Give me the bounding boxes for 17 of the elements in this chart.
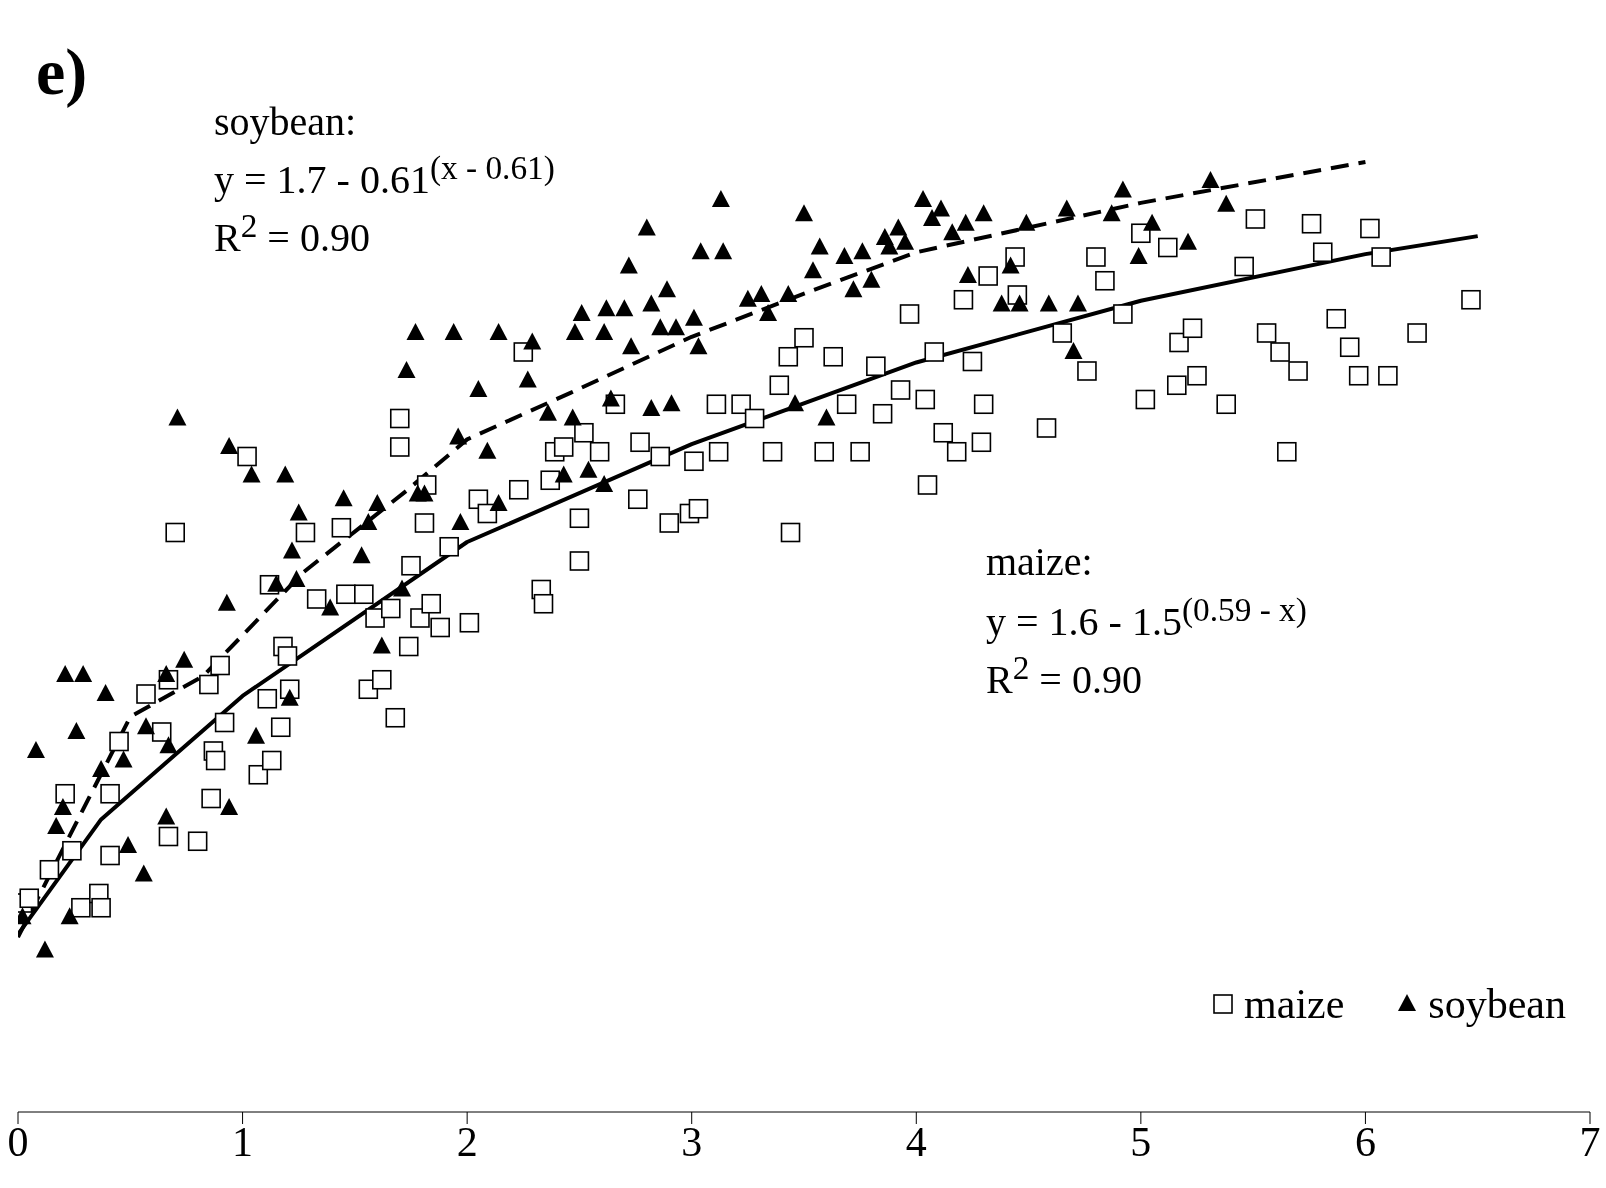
x-tick-label: 4 [905, 1118, 927, 1165]
annotation: R$^{2}$ = 0.90 [986, 649, 1142, 703]
x-tick-label: 6 [1354, 1118, 1376, 1165]
annotation: R$^{2}$ = 0.90 [214, 207, 370, 261]
legend-label: maize [1244, 980, 1345, 1028]
x-tick-label: 2 [456, 1118, 478, 1165]
x-tick-label: 7 [1579, 1118, 1601, 1165]
annotation: y = 1.7 - 0.61$^{(x - 0.61)}$ [214, 149, 555, 203]
text: soybean: [214, 99, 357, 144]
x-tick-label: 3 [681, 1118, 703, 1165]
legend-label: soybean [1428, 980, 1566, 1028]
text: e) [36, 35, 88, 109]
annotation: y = 1.6 - 1.5$^{(0.59 - x)}$ [986, 591, 1307, 645]
annotation: maize: [986, 539, 1093, 584]
x-tick-label: 0 [7, 1118, 29, 1165]
x-tick-label: 1 [232, 1118, 254, 1165]
x-tick-label: 5 [1130, 1118, 1152, 1165]
